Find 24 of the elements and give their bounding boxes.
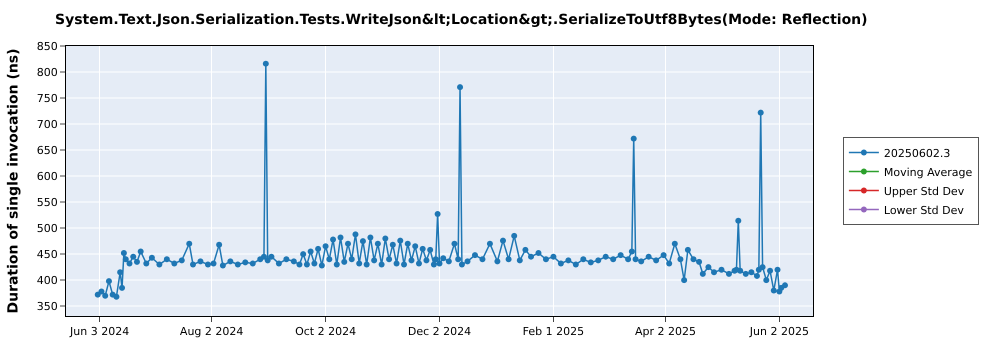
y-tick-label: 550 xyxy=(36,196,58,209)
x-tick-label: Jun 2 2025 xyxy=(748,325,809,338)
y-tick-label: 600 xyxy=(36,170,58,183)
y-tick-label: 500 xyxy=(36,222,58,235)
y-tick-label: 450 xyxy=(36,248,58,261)
legend-label: Moving Average xyxy=(884,166,973,179)
x-tick-label: Jun 3 2024 xyxy=(69,325,130,338)
legend-label: Upper Std Dev xyxy=(884,184,965,198)
x-tick-label: Aug 2 2024 xyxy=(180,325,244,338)
legend-label: Lower Std Dev xyxy=(884,204,964,217)
y-tick-label: 700 xyxy=(36,118,58,131)
y-tick-label: 350 xyxy=(36,300,58,313)
y-axis-title: Duration of single invocation (ns) xyxy=(5,48,22,314)
y-tick-label: 800 xyxy=(36,66,58,79)
chart-title: System.Text.Json.Serialization.Tests.WriteJson&lt;Location&gt;.SerializeToUtf8Bytes(Mode: Reflection) xyxy=(55,12,868,28)
legend-label: 20250602.3 xyxy=(884,146,950,160)
x-tick-label: Oct 2 2024 xyxy=(295,325,356,338)
x-tick-label: Apr 2 2025 xyxy=(634,325,696,338)
y-tick-label: 850 xyxy=(36,40,58,53)
x-tick-label: Feb 1 2025 xyxy=(522,325,584,338)
y-tick-label: 750 xyxy=(36,92,58,105)
x-tick-label: Dec 2 2024 xyxy=(408,325,472,338)
y-tick-label: 400 xyxy=(36,274,58,287)
y-tick-label: 650 xyxy=(36,144,58,157)
